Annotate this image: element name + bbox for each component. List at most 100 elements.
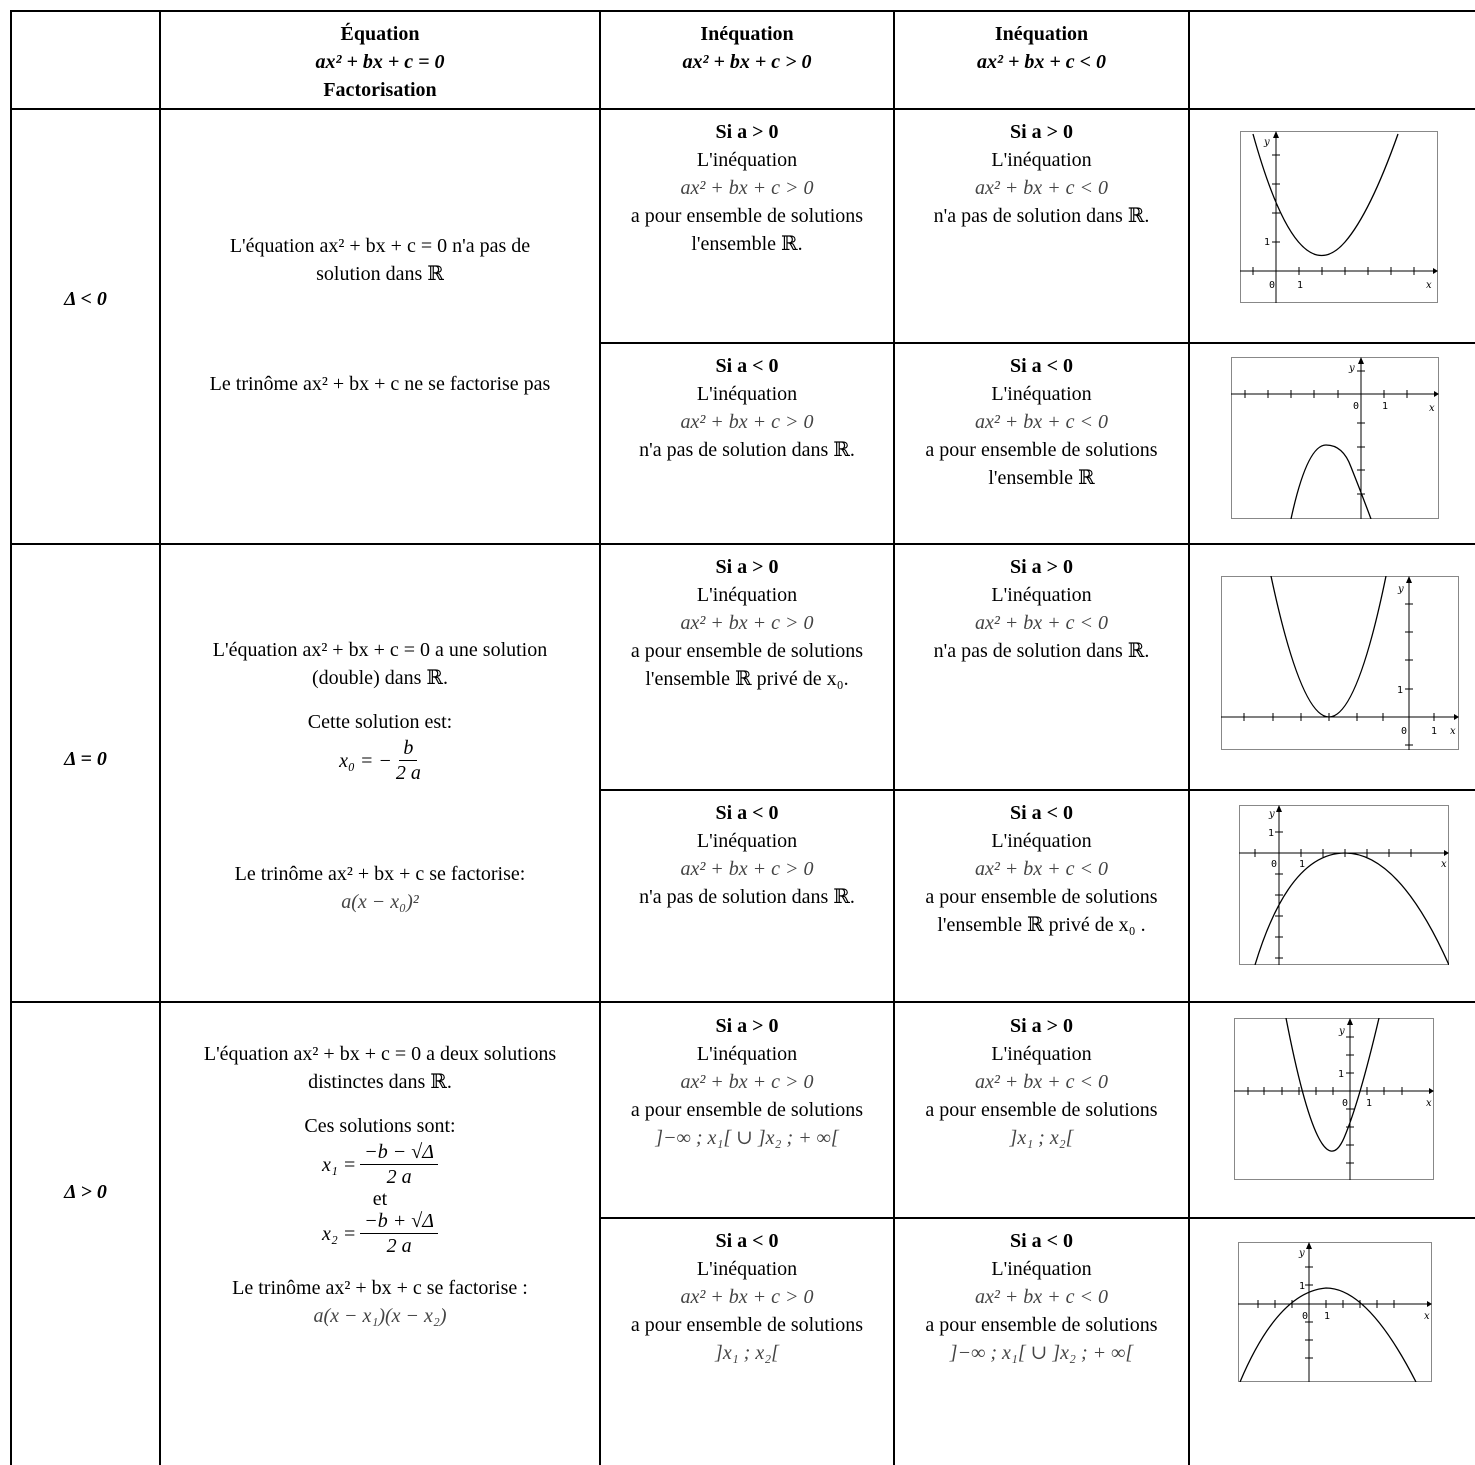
inequation-lt-cell: Si a > 0 L'inéquation ax² + bx + c < 0 a… [895,1012,1188,1152]
parabola-graph: 0 1 1 x y [1234,1018,1434,1180]
x-arrow-icon [1434,391,1439,397]
case-line: n'a pas de solution dans ℝ. [933,640,1150,662]
parabola-curve [1239,1287,1417,1382]
case-line: a pour ensemble de solutions [925,439,1158,461]
solution-intro: Cette solution est: [307,711,453,733]
unit-label: 1 [1299,859,1305,870]
y-axis-label: y [1298,1248,1305,1259]
unit-label: 1 [1297,280,1303,291]
case-line: L'inéquation [696,830,798,852]
row-divider-header [10,108,1475,110]
case-line: a pour ensemble de solutions [630,205,864,227]
equation-text-line: L'équation ax² + bx + c = 0 a une soluti… [212,639,548,661]
equation-text-line: distinctes dans ℝ. [308,1071,452,1093]
case-condition: Si a < 0 [1009,802,1074,824]
x-arrow-icon [1454,714,1459,720]
unit-label: 1 [1299,1281,1305,1292]
unit-label: 1 [1431,726,1437,737]
x1-denominator: 2 a [386,1166,412,1188]
y-axis-label: y [1397,584,1404,595]
factorisation-text: Le trinôme ax² + bx + c ne se factorise … [209,373,551,395]
x1-numerator: −b − √Δ [360,1140,439,1165]
inequation-gt-cell: Si a > 0 L'inéquation ax² + bx + c > 0 a… [601,1012,893,1152]
case-line: L'inéquation [696,584,798,606]
inequation-gt-cell: Si a < 0 L'inéquation ax² + bx + c > 0 n… [601,352,893,464]
delta-label: Δ > 0 [12,1178,159,1206]
case-formula: ax² + bx + c > 0 [680,1286,814,1308]
x0-lhs: x₀ = − [339,749,392,772]
case-formula: ax² + bx + c < 0 [974,1286,1109,1308]
origin-label: 0 [1401,726,1407,737]
case-line: L'inéquation [991,1043,1092,1065]
inequation-gt-cell: Si a > 0 L'inéquation ax² + bx + c > 0 a… [601,118,893,258]
delta-positive-label: Δ > 0 [64,1181,107,1203]
graph-frame [1239,805,1449,965]
x1-fraction: −b − √Δ 2 a [360,1140,439,1189]
table-border-left [10,10,12,1465]
case-formula: ax² + bx + c > 0 [680,612,814,634]
graph-frame [1238,1242,1432,1382]
x-axis-label: x [1426,280,1432,291]
y-arrow-icon [1347,1018,1353,1025]
case-formula: ax² + bx + c < 0 [974,177,1109,199]
x-arrow-icon [1429,1088,1434,1094]
inequation-gt-cell: Si a < 0 L'inéquation ax² + bx + c > 0 a… [601,1227,893,1367]
x-ticks [1244,390,1408,398]
y-arrow-icon [1358,357,1364,364]
case-line: a pour ensemble de solutions [630,1099,864,1121]
case-line: a pour ensemble de solutions [925,1314,1158,1336]
delta-label: Δ = 0 [12,745,159,773]
solution-set: ]x₁ ; x₂[ [715,1342,779,1364]
y-ticks [1305,1266,1313,1359]
case-line: L'inéquation [991,830,1092,852]
factorisation-text: Le trinôme ax² + bx + c se factorise: [234,863,526,885]
case-condition: Si a < 0 [715,355,779,377]
inequation-lt-cell: Si a > 0 L'inéquation ax² + bx + c < 0 n… [895,118,1188,230]
header-equation-formula: ax² + bx + c = 0 [315,51,445,73]
origin-label: 0 [1342,1098,1348,1109]
case-line: l'ensemble ℝ privé de x₀ . [937,914,1146,936]
row-divider-1 [10,543,1475,545]
x-axis-label: x [1441,859,1447,870]
case-formula: ax² + bx + c < 0 [974,858,1109,880]
x-axis-label: x [1429,403,1435,414]
parabola-graph: 0 1 1 x y [1238,1242,1432,1382]
case-condition: Si a < 0 [1009,1230,1074,1252]
y-axis-label: y [1348,363,1355,374]
graph-frame [1231,357,1439,519]
header-inequation-gt: Inéquation ax² + bx + c > 0 [601,20,893,76]
case-formula: ax² + bx + c > 0 [680,1071,814,1093]
header-inequation-gt-title: Inéquation [700,23,794,45]
case-line: L'inéquation [696,149,798,171]
case-condition: Si a > 0 [1009,556,1074,578]
case-line: n'a pas de solution dans ℝ. [639,886,855,908]
x0-fraction: b 2 a [396,736,421,785]
graph-frame [1234,1018,1434,1180]
case-condition: Si a > 0 [715,556,779,578]
solution-set: ]−∞ ; x₁[ ∪ ]x₂ ; + ∞[ [949,1342,1134,1364]
inequation-gt-cell: Si a > 0 L'inéquation ax² + bx + c > 0 a… [601,553,893,693]
x-axis-label: x [1424,1311,1430,1322]
case-condition: Si a > 0 [715,121,779,143]
delta-zero-label: Δ = 0 [64,748,107,770]
case-line: L'inéquation [991,584,1092,606]
inequation-lt-cell: Si a < 0 L'inéquation ax² + bx + c < 0 a… [895,352,1188,492]
x-ticks [1243,713,1435,721]
delta-negative-label: Δ < 0 [64,288,107,310]
row-divider-3a [599,1217,1475,1219]
x-axis-label: x [1426,1098,1432,1109]
factorisation-formula: a(x − x₁)(x − x₂) [313,1305,447,1327]
x2-lhs: x₂ = [321,1222,357,1245]
graph-frame [1240,131,1438,303]
equation-text-line: solution dans ℝ [316,263,444,285]
unit-label: 1 [1264,237,1270,248]
case-line: n'a pas de solution dans ℝ. [933,205,1150,227]
header-inequation-lt: Inéquation ax² + bx + c < 0 [895,20,1188,76]
x0-denominator: 2 a [395,762,421,784]
parabola-curve [1290,444,1372,519]
x1-formula: x₁ = −b − √Δ 2 a [322,1140,439,1189]
equation-text-line: L'équation ax² + bx + c = 0 n'a pas de [229,235,531,257]
case-formula: ax² + bx + c > 0 [680,177,814,199]
unit-label: 1 [1382,401,1388,412]
unit-label: 1 [1366,1098,1372,1109]
